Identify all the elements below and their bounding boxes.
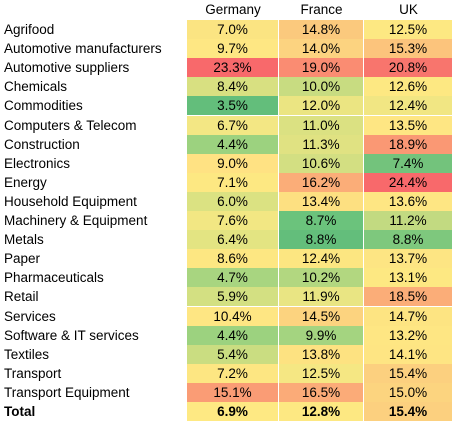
heatmap-cell: 12.4%: [279, 249, 364, 269]
heatmap-cell: 8.6%: [187, 249, 279, 269]
row-label: Energy: [4, 174, 47, 190]
heatmap-cell: 10.6%: [279, 153, 364, 173]
heatmap-cell: 6.7%: [187, 115, 279, 135]
row-label: Automotive suppliers: [4, 60, 130, 76]
heatmap-cell: 7.0%: [187, 20, 279, 40]
row-label: Retail: [4, 289, 39, 305]
heatmap-cell: 19.0%: [279, 58, 364, 78]
row-label: Automotive manufacturers: [4, 41, 162, 57]
heatmap-cell: 13.1%: [364, 268, 453, 288]
heatmap-cell: 8.4%: [187, 77, 279, 97]
row-label: Metals: [4, 232, 44, 248]
heatmap-cell: 11.2%: [364, 211, 453, 231]
heatmap-cell: 10.4%: [187, 306, 279, 326]
heatmap-cell: 13.4%: [279, 191, 364, 211]
row-label: Paper: [4, 251, 41, 267]
heatmap-cell: 5.4%: [187, 344, 279, 364]
heatmap-cell: 7.6%: [187, 211, 279, 231]
heatmap-cell: 8.7%: [279, 211, 364, 231]
heatmap-cell: 12.0%: [279, 96, 364, 116]
row-label: Construction: [4, 136, 80, 152]
row-label: Textiles: [4, 346, 50, 362]
heatmap-cell: 16.2%: [279, 172, 364, 192]
row-label: Computers & Telecom: [4, 117, 137, 133]
row-label: Machinery & Equipment: [4, 213, 148, 228]
heatmap-cell: 12.6%: [364, 77, 453, 97]
heatmap-cell: 12.5%: [279, 363, 364, 383]
heatmap-cell: 24.4%: [364, 172, 453, 192]
heatmap-cell: 10.2%: [279, 268, 364, 288]
row-label: Services: [4, 308, 56, 324]
heatmap-cell: 13.7%: [364, 249, 453, 269]
heatmap-cell: 4.4%: [187, 325, 279, 345]
heatmap-cell: 4.7%: [187, 268, 279, 288]
row-label: Electronics: [4, 155, 71, 171]
heatmap-cell: 13.6%: [364, 191, 453, 211]
heatmap-cell: 8.8%: [364, 230, 453, 250]
row-label: Chemicals: [4, 79, 68, 95]
row-label: Transport: [4, 365, 62, 381]
heatmap-cell: 23.3%: [187, 58, 279, 78]
column-header: France: [300, 2, 343, 17]
row-label: Agrifood: [4, 22, 55, 37]
heatmap-cell: 6.9%: [187, 402, 279, 421]
heatmap-cell: 14.7%: [364, 306, 453, 326]
heatmap-cell: 18.9%: [364, 134, 453, 154]
row-label: Total: [4, 404, 36, 419]
heatmap-cell: 13.5%: [364, 115, 453, 135]
heatmap-cell: 12.4%: [364, 96, 453, 116]
heatmap-cell: 12.8%: [279, 402, 364, 421]
heatmap-cell: 12.5%: [364, 20, 453, 40]
heatmap-cell: 10.0%: [279, 77, 364, 97]
heatmap-cell: 4.4%: [187, 134, 279, 154]
heatmap-cell: 15.4%: [364, 363, 453, 383]
row-label: Transport Equipment: [4, 384, 130, 400]
heatmap-cell: 9.0%: [187, 153, 279, 173]
heatmap-cell: 8.8%: [279, 230, 364, 250]
column-header: Germany: [205, 2, 261, 17]
row-label: Pharmaceuticals: [4, 270, 104, 286]
row-label: Household Equipment: [4, 193, 137, 209]
heatmap-cell: 15.4%: [364, 402, 453, 421]
heatmap-cell: 9.9%: [279, 325, 364, 345]
heatmap-cell: 11.0%: [279, 115, 364, 135]
heatmap-cell: 3.5%: [187, 96, 279, 116]
heatmap-cell: 14.5%: [279, 306, 364, 326]
heatmap-cell: 20.8%: [364, 58, 453, 78]
heatmap-cell: 6.4%: [187, 230, 279, 250]
heatmap-cell: 16.5%: [279, 382, 364, 402]
heatmap-cell: 6.0%: [187, 191, 279, 211]
heatmap-cell: 15.0%: [364, 382, 453, 402]
heatmap-cell: 14.8%: [279, 20, 364, 40]
heatmap-cell: 11.3%: [279, 134, 364, 154]
heatmap-cell: 7.4%: [364, 153, 453, 173]
column-header: UK: [399, 2, 418, 17]
heatmap-cell: 14.0%: [279, 39, 364, 59]
heatmap-cell: 18.5%: [364, 287, 453, 307]
heatmap-cell: 11.9%: [279, 287, 364, 307]
row-label: Commodities: [4, 98, 83, 114]
heatmap-cell: 7.1%: [187, 172, 279, 192]
heatmap-cell: 13.2%: [364, 325, 453, 345]
heatmap-cell: 14.1%: [364, 344, 453, 364]
heatmap-cell: 15.1%: [187, 382, 279, 402]
heatmap-cell: 9.7%: [187, 39, 279, 59]
heatmap-cell: 7.2%: [187, 363, 279, 383]
heatmap-cell: 13.8%: [279, 344, 364, 364]
heatmap-cell: 15.3%: [364, 39, 453, 59]
heatmap-cell: 5.9%: [187, 287, 279, 307]
row-label: Software & IT services: [4, 327, 139, 343]
